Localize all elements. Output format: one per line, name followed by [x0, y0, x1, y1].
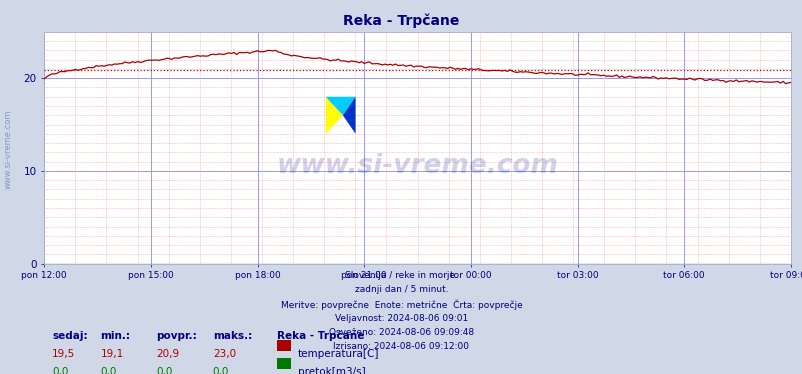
Text: Reka - Trpčane: Reka - Trpčane [343, 13, 459, 28]
Text: 23,0: 23,0 [213, 349, 236, 359]
Polygon shape [326, 97, 355, 115]
Text: maks.:: maks.: [213, 331, 252, 341]
Text: www.si-vreme.com: www.si-vreme.com [276, 153, 558, 179]
Text: 0,0: 0,0 [213, 367, 229, 374]
Text: min.:: min.: [100, 331, 130, 341]
Text: pretok[m3/s]: pretok[m3/s] [298, 367, 365, 374]
Text: sedaj:: sedaj: [52, 331, 87, 341]
Text: povpr.:: povpr.: [156, 331, 197, 341]
Polygon shape [342, 97, 355, 134]
Polygon shape [326, 97, 342, 134]
Text: 0,0: 0,0 [100, 367, 116, 374]
Text: Meritve: povprečne  Enote: metrične  Črta: povprečje: Meritve: povprečne Enote: metrične Črta:… [280, 300, 522, 310]
Text: 19,1: 19,1 [100, 349, 124, 359]
Text: zadnji dan / 5 minut.: zadnji dan / 5 minut. [354, 285, 448, 294]
Text: Veljavnost: 2024-08-06 09:01: Veljavnost: 2024-08-06 09:01 [334, 314, 468, 323]
Text: 0,0: 0,0 [156, 367, 172, 374]
Text: Reka - Trpčane: Reka - Trpčane [277, 331, 364, 341]
Text: 19,5: 19,5 [52, 349, 75, 359]
Text: temperatura[C]: temperatura[C] [298, 349, 379, 359]
Text: Izrisano: 2024-08-06 09:12:00: Izrisano: 2024-08-06 09:12:00 [333, 342, 469, 351]
Text: www.si-vreme.com: www.si-vreme.com [3, 110, 13, 189]
Text: 0,0: 0,0 [52, 367, 68, 374]
Text: Osveženo: 2024-08-06 09:09:48: Osveženo: 2024-08-06 09:09:48 [329, 328, 473, 337]
Text: Slovenija / reke in morje.: Slovenija / reke in morje. [345, 271, 457, 280]
Text: 20,9: 20,9 [156, 349, 180, 359]
